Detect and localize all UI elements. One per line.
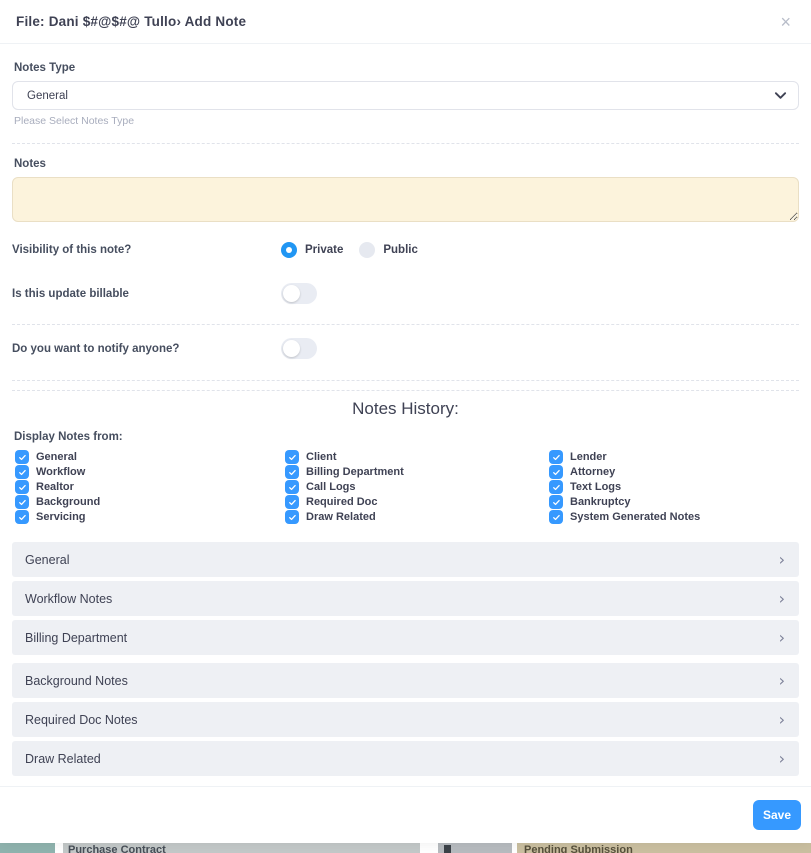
modal-body: Notes Type General Please Select Notes T…	[0, 44, 811, 786]
checkbox-checked-icon	[549, 450, 563, 464]
divider	[12, 143, 799, 144]
accordion-workflow-notes[interactable]: Workflow Notes ›	[12, 581, 799, 616]
notes-type-select[interactable]: General	[12, 81, 799, 110]
checkbox-checked-icon	[15, 510, 29, 524]
toggle-knob	[283, 285, 300, 302]
background-page-strip: Purchase Contract Pending Submission	[0, 843, 811, 853]
notes-history-accordions: General › Workflow Notes › Billing Depar…	[12, 542, 799, 776]
chevron-right-icon: ›	[778, 709, 785, 729]
modal-footer: Save	[0, 786, 811, 843]
background-right-card: Pending Submission	[517, 843, 811, 853]
radio-public[interactable]: Public	[359, 242, 418, 258]
radio-unselected-icon	[359, 242, 376, 258]
checkbox-checked-icon	[15, 465, 29, 479]
visibility-label: Visibility of this note?	[12, 244, 132, 256]
background-mini-card	[438, 843, 512, 853]
accordion-general[interactable]: General ›	[12, 542, 799, 577]
save-button[interactable]: Save	[753, 800, 801, 830]
checkbox-checked-icon	[285, 465, 299, 479]
filter-checkbox-billing-department[interactable]: Billing Department	[285, 465, 549, 479]
filter-checkbox-attorney[interactable]: Attorney	[549, 465, 799, 479]
chevron-right-icon: ›	[778, 588, 785, 608]
modal-header: File: Dani $#@$#@ Tullo› Add Note ×	[0, 0, 811, 44]
divider	[12, 380, 799, 381]
close-icon[interactable]: ×	[780, 11, 791, 32]
divider	[12, 390, 799, 391]
filter-checkbox-draw-related[interactable]: Draw Related	[285, 510, 549, 524]
filter-checkbox-bankruptcy[interactable]: Bankruptcy	[549, 495, 799, 509]
checkbox-checked-icon	[549, 495, 563, 509]
filter-checkbox-background[interactable]: Background	[15, 495, 285, 509]
checkbox-checked-icon	[285, 510, 299, 524]
checkbox-checked-icon	[549, 510, 563, 524]
chevron-right-icon: ›	[778, 748, 785, 768]
visibility-radio-group: Private Public	[281, 242, 418, 258]
notes-textarea[interactable]	[12, 177, 799, 222]
billable-toggle[interactable]	[281, 283, 317, 304]
modal-title: File: Dani $#@$#@ Tullo› Add Note	[16, 14, 247, 29]
checkbox-checked-icon	[549, 480, 563, 494]
checkbox-checked-icon	[15, 480, 29, 494]
background-teal-block	[0, 843, 55, 853]
filter-checkbox-workflow[interactable]: Workflow	[15, 465, 285, 479]
billable-label: Is this update billable	[12, 287, 129, 300]
checkbox-checked-icon	[285, 480, 299, 494]
chevron-right-icon: ›	[778, 549, 785, 569]
notes-type-label: Notes Type	[14, 62, 76, 74]
notes-type-helper: Please Select Notes Type	[14, 115, 135, 127]
filter-checkbox-required-doc[interactable]: Required Doc	[285, 495, 549, 509]
accordion-billing-department[interactable]: Billing Department ›	[12, 620, 799, 655]
notes-history-heading: Notes History:	[352, 399, 459, 418]
filter-checkbox-system-generated-notes[interactable]: System Generated Notes	[549, 510, 799, 524]
chevron-right-icon: ›	[778, 670, 785, 690]
background-left-card: Purchase Contract	[63, 843, 420, 853]
accordion-background-notes[interactable]: Background Notes ›	[12, 663, 799, 698]
notify-label: Do you want to notify anyone?	[12, 342, 180, 355]
checkbox-checked-icon	[15, 495, 29, 509]
display-notes-from-label: Display Notes from:	[14, 431, 123, 443]
toggle-knob	[283, 340, 300, 357]
filter-checkbox-general[interactable]: General	[15, 450, 285, 464]
accordion-required-doc-notes[interactable]: Required Doc Notes ›	[12, 702, 799, 737]
filter-checkbox-realtor[interactable]: Realtor	[15, 480, 285, 494]
notes-label: Notes	[14, 158, 46, 170]
notify-toggle[interactable]	[281, 338, 317, 359]
background-left-card-label: Purchase Contract	[68, 844, 166, 853]
filter-checkbox-call-logs[interactable]: Call Logs	[285, 480, 549, 494]
accordion-draw-related[interactable]: Draw Related ›	[12, 741, 799, 776]
radio-selected-icon	[281, 242, 297, 258]
chevron-right-icon: ›	[778, 627, 785, 647]
divider	[12, 324, 799, 325]
filter-checkbox-text-logs[interactable]: Text Logs	[549, 480, 799, 494]
chevron-down-icon	[774, 92, 787, 99]
checkbox-checked-icon	[285, 450, 299, 464]
checkbox-checked-icon	[549, 465, 563, 479]
checkbox-checked-icon	[285, 495, 299, 509]
background-mini-card-mark	[444, 845, 451, 853]
radio-private[interactable]: Private	[281, 242, 343, 258]
filter-checkbox-client[interactable]: Client	[285, 450, 549, 464]
notes-type-selected-value: General	[27, 89, 68, 102]
background-right-card-label: Pending Submission	[524, 844, 633, 853]
checkbox-checked-icon	[15, 450, 29, 464]
filter-checkbox-servicing[interactable]: Servicing	[15, 510, 285, 524]
filter-checkbox-lender[interactable]: Lender	[549, 450, 799, 464]
notes-filter-grid: General Workflow Realtor Background Serv…	[15, 450, 799, 524]
